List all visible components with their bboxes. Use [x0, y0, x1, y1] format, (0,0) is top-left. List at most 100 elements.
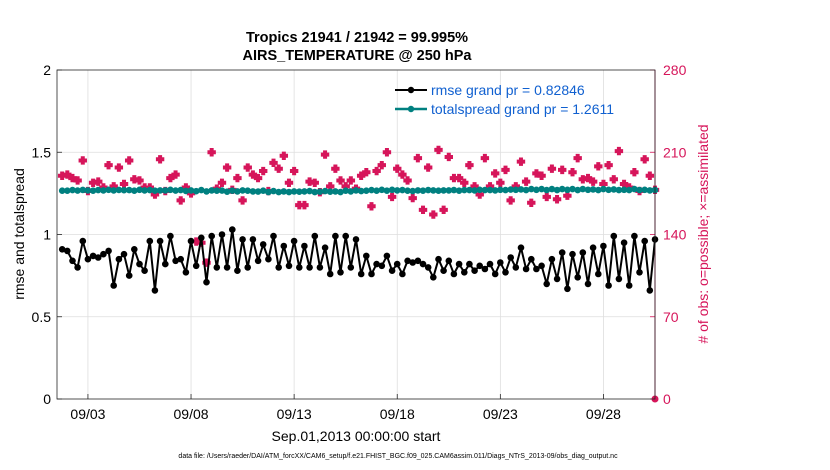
- obs-marker: [506, 196, 515, 205]
- spread-point: [342, 187, 350, 194]
- obs-marker: [413, 153, 423, 163]
- rmse-point: [466, 260, 473, 268]
- rmse-point: [553, 275, 561, 283]
- rmse-point: [641, 237, 648, 245]
- spread-point: [79, 186, 87, 194]
- obs-marker: [155, 155, 165, 164]
- rmse-point: [208, 232, 215, 240]
- obs-marker: [434, 145, 443, 155]
- obs-marker: [408, 193, 417, 203]
- obs-marker: [444, 152, 453, 162]
- obs-marker: [398, 170, 407, 179]
- rmse-point: [409, 259, 417, 266]
- spread-point: [409, 187, 417, 195]
- obs-marker: [104, 160, 113, 170]
- rmse-point: [94, 254, 102, 261]
- rmse-point: [404, 257, 411, 265]
- spread-point: [74, 187, 81, 194]
- obs-marker: [496, 178, 505, 187]
- rmse-point: [522, 265, 530, 273]
- rmse-point: [156, 237, 164, 245]
- rmse-point: [388, 267, 396, 275]
- obs-marker: [429, 210, 438, 219]
- rmse-point: [471, 267, 478, 275]
- rmse-point: [125, 272, 133, 279]
- rmse-point: [131, 246, 138, 253]
- y-tick-label: 1: [43, 227, 51, 243]
- spread-point: [208, 187, 215, 194]
- obs-marker: [521, 177, 531, 186]
- obs-marker: [490, 169, 500, 178]
- obs-marker: [217, 178, 227, 187]
- obs-marker: [594, 162, 603, 171]
- rmse-point: [115, 255, 123, 263]
- rmse-point: [646, 287, 654, 294]
- rmse-point: [301, 242, 308, 250]
- rmse-point: [579, 249, 587, 256]
- rmse-point: [476, 262, 484, 270]
- rmse-point: [636, 269, 643, 276]
- spread-point: [368, 186, 375, 194]
- spread-point: [332, 188, 339, 195]
- obs-marker: [614, 146, 624, 156]
- rmse-point: [223, 264, 231, 271]
- rmse-point: [64, 247, 71, 255]
- rmse-point: [337, 269, 344, 276]
- obs-marker: [259, 166, 268, 176]
- spread-point: [156, 187, 164, 194]
- spread-point: [357, 187, 365, 195]
- spread-point: [69, 186, 76, 194]
- rmse-point: [595, 270, 602, 278]
- obs-marker: [393, 164, 402, 173]
- x-tick-label: 09/13: [277, 406, 312, 422]
- spread-point: [182, 187, 190, 195]
- footnote: data file: /Users/raeder/DAI/ATM_forcXX/…: [178, 453, 618, 460]
- spread-point: [105, 186, 112, 194]
- spread-point: [347, 188, 355, 195]
- obs-marker: [336, 176, 345, 185]
- rmse-point: [574, 274, 581, 281]
- rmse-point: [182, 269, 190, 276]
- spread-point: [326, 188, 334, 195]
- obs-marker: [439, 205, 448, 215]
- spread-point: [481, 186, 489, 194]
- spread-point: [363, 187, 370, 194]
- spread-point: [89, 187, 97, 194]
- spread-point: [491, 187, 499, 194]
- rmse-point: [84, 255, 92, 263]
- rmse-point: [254, 257, 262, 265]
- spread-point: [533, 186, 540, 194]
- spread-point: [471, 187, 478, 194]
- spread-point: [497, 186, 504, 194]
- y-tick-label: 0: [43, 391, 51, 407]
- x-tick-label: 09/23: [483, 406, 518, 422]
- spread-point: [399, 186, 406, 194]
- obs-marker: [73, 176, 82, 185]
- rmse-point: [69, 257, 76, 265]
- rmse-point: [79, 237, 87, 245]
- obs-marker: [465, 160, 474, 170]
- spread-point: [229, 187, 236, 194]
- obs-marker: [356, 171, 366, 180]
- obs-marker: [248, 170, 258, 179]
- rmse-point: [198, 234, 205, 242]
- obs-marker: [387, 192, 397, 202]
- legend: rmse grand pr = 0.82846 totalspread gran…: [395, 82, 614, 117]
- rmse-point: [455, 260, 463, 268]
- spread-point: [223, 188, 231, 195]
- rmse-point: [290, 237, 298, 245]
- spread-point: [120, 186, 128, 194]
- obs-marker: [532, 169, 541, 178]
- spread-point: [558, 185, 566, 193]
- spread-point: [605, 186, 612, 194]
- rmse-point: [569, 250, 576, 258]
- rmse-point: [296, 264, 303, 271]
- spread-point: [430, 187, 437, 194]
- obs-marker: [78, 156, 87, 165]
- obs-marker: [537, 171, 546, 180]
- obs-marker: [645, 171, 655, 180]
- rmse-point: [414, 257, 422, 265]
- rmse-point: [187, 237, 195, 245]
- spread-point: [290, 188, 298, 195]
